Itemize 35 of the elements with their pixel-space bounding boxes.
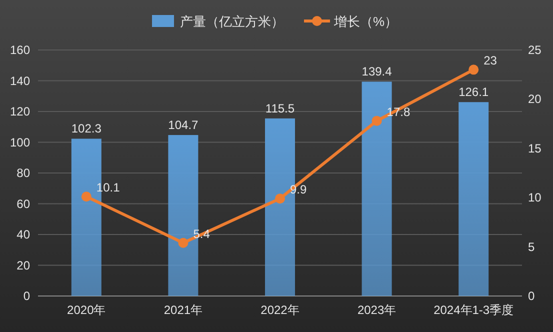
y2-tick-label: 25 xyxy=(528,43,542,57)
y-tick-label: 40 xyxy=(16,228,30,242)
y-tick-label: 60 xyxy=(16,196,30,211)
y2-tick-label: 20 xyxy=(528,92,542,106)
point xyxy=(468,64,479,75)
bar xyxy=(458,102,489,296)
y2-tick-label: 15 xyxy=(528,141,542,156)
data-label: 23 xyxy=(484,54,498,68)
y-tick-label: 0 xyxy=(23,289,30,303)
x-tick-label: 2020年 xyxy=(67,303,106,317)
x-tick-label: 2023年 xyxy=(357,303,396,317)
y2-tick-label: 0 xyxy=(528,289,535,303)
data-label: 126.1 xyxy=(458,85,489,100)
y2-tick-label: 10 xyxy=(528,190,542,205)
legend-label: 产量（亿立方米） xyxy=(180,14,284,29)
y-tick-label: 80 xyxy=(16,166,30,180)
point xyxy=(275,194,285,204)
data-label: 5.4 xyxy=(193,226,210,241)
x-tick-label: 2022年 xyxy=(260,303,300,317)
y-tick-label: 140 xyxy=(10,74,30,88)
y-tick-label: 20 xyxy=(16,258,30,272)
point xyxy=(178,238,188,248)
y-tick-label: 120 xyxy=(10,104,30,118)
point xyxy=(81,192,92,202)
legend-label: 增长（%） xyxy=(333,14,398,29)
data-label: 102.3 xyxy=(71,122,102,136)
x-tick-label: 2024年1-3季度 xyxy=(434,303,514,317)
point xyxy=(372,116,382,126)
data-label: 104.7 xyxy=(168,118,199,132)
x-tick-label: 2021年 xyxy=(164,303,203,317)
data-label: 139.4 xyxy=(362,64,392,79)
y2-tick-label: 5 xyxy=(528,240,535,254)
data-label: 115.5 xyxy=(265,101,295,116)
y-tick-label: 160 xyxy=(10,43,30,57)
y-tick-label: 100 xyxy=(10,135,30,150)
